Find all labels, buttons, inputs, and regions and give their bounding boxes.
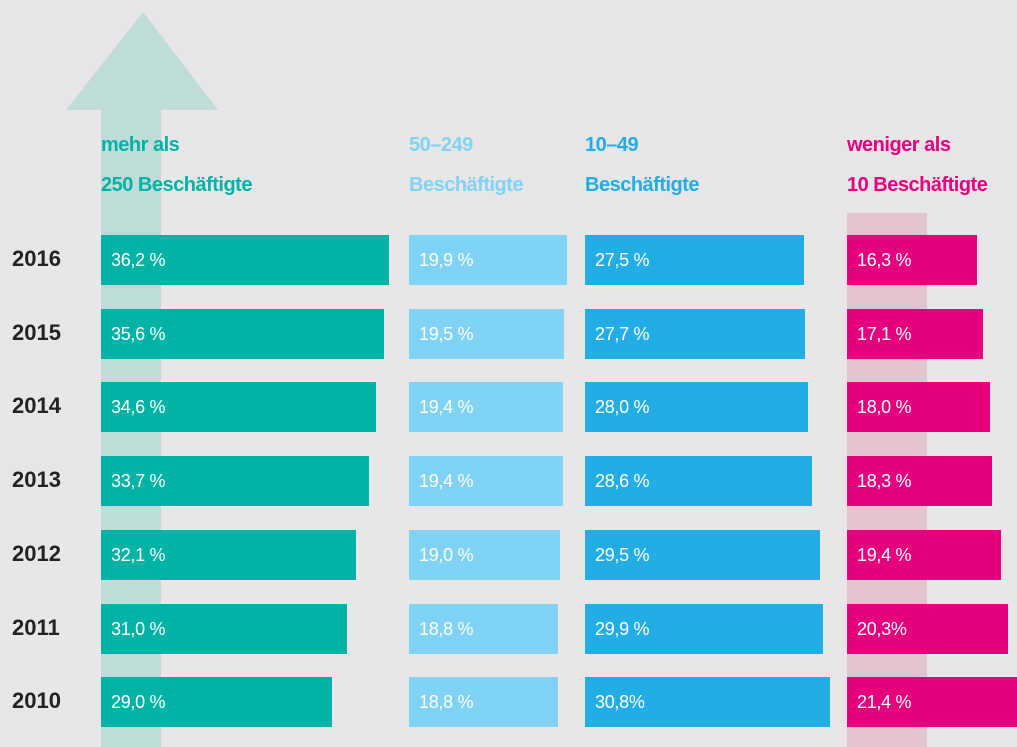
value-label: 17,1 %	[857, 323, 912, 344]
y-tick-label: 2013	[12, 467, 61, 493]
value-label: 21,4 %	[857, 692, 912, 713]
bar	[847, 677, 1017, 728]
value-label: 18,3 %	[857, 471, 912, 492]
value-label: 36,2 %	[111, 250, 166, 270]
value-label: 34,6 %	[111, 397, 166, 418]
bar	[585, 235, 804, 285]
bar	[585, 529, 820, 580]
value-label: 27,5 %	[595, 250, 650, 270]
bar	[585, 382, 808, 433]
bar	[101, 235, 389, 285]
value-label: 32,1 %	[111, 544, 166, 565]
bar	[847, 456, 993, 507]
value-label: 19,5 %	[419, 323, 474, 344]
bar	[101, 308, 385, 359]
legend-label: 50–249 Beschäftigte	[409, 134, 524, 196]
value-label: 19,9 %	[419, 250, 474, 270]
bar	[585, 308, 806, 359]
bar	[847, 308, 983, 359]
value-label: 18,8 %	[419, 692, 474, 713]
bar	[409, 308, 565, 359]
value-label: 16,3 %	[857, 250, 912, 270]
y-tick-label: 2012	[12, 540, 61, 566]
bar	[585, 456, 813, 507]
value-label: 20,3%	[857, 618, 907, 639]
bar	[585, 677, 830, 728]
value-label: 35,6 %	[111, 323, 166, 344]
bar	[409, 382, 564, 433]
value-label: 19,4 %	[857, 544, 912, 565]
y-tick-label: 2015	[12, 319, 61, 345]
bar	[847, 603, 1009, 654]
value-label: 28,0 %	[595, 397, 650, 418]
bar	[409, 456, 564, 507]
bar	[847, 529, 1002, 580]
value-label: 33,7 %	[111, 471, 166, 492]
y-tick-label: 2016	[12, 246, 61, 271]
value-label: 29,5 %	[595, 544, 650, 565]
value-label: 27,7 %	[595, 323, 650, 344]
y-tick-label: 2011	[12, 614, 60, 640]
bar	[101, 603, 348, 654]
bar	[101, 382, 377, 433]
bar	[585, 603, 823, 654]
value-label: 19,0 %	[419, 544, 474, 565]
legend-label: weniger als 10 Beschäftigte	[847, 134, 988, 196]
bar	[101, 529, 357, 580]
legend-label: mehr als 250 Beschäftigte	[101, 134, 252, 196]
value-label: 18,0 %	[857, 397, 912, 418]
value-label: 18,8 %	[419, 618, 474, 639]
value-label: 31,0 %	[111, 618, 166, 639]
y-tick-label: 2014	[12, 393, 61, 419]
bar	[847, 235, 977, 285]
value-label: 19,4 %	[419, 471, 474, 492]
legend-label: 10–49 Beschäftigte	[585, 134, 700, 196]
bar	[409, 529, 561, 580]
bar	[409, 603, 559, 654]
bar	[101, 677, 332, 728]
y-tick-label: 2010	[12, 688, 61, 714]
value-label: 30,8%	[595, 692, 645, 713]
bar	[409, 235, 568, 285]
bar	[101, 456, 369, 507]
value-label: 29,0 %	[111, 692, 166, 713]
bar	[409, 677, 559, 728]
bar	[847, 382, 991, 433]
value-label: 19,4 %	[419, 397, 474, 418]
value-label: 29,9 %	[595, 618, 650, 639]
value-label: 28,6 %	[595, 471, 650, 492]
